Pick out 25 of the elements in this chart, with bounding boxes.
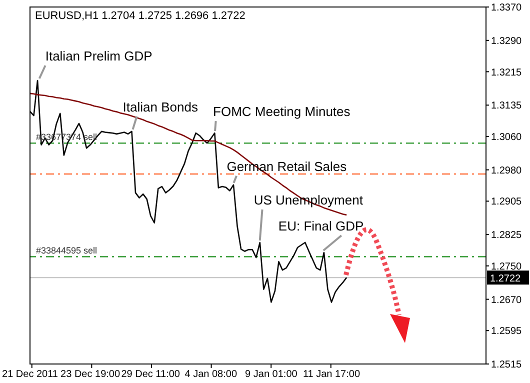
x-tick-label: 11 Jan 17:00 — [302, 369, 360, 380]
y-tick-label: 1.2980 — [491, 165, 522, 176]
x-tick-label: 23 Dec 19:00 — [60, 369, 120, 380]
y-tick-label: 1.2670 — [491, 294, 522, 306]
y-tick-label: 1.2905 — [491, 196, 522, 208]
chart-title: EURUSD,H1 1.2704 1.2725 1.2696 1.2722 — [35, 10, 246, 22]
y-tick-label: 1.2825 — [491, 230, 522, 242]
x-tick-label: 21 Dec 2011 — [2, 369, 58, 380]
x-tick-label: 29 Dec 11:00 — [121, 369, 180, 380]
y-tick-label: 1.3135 — [491, 100, 522, 112]
y-tick-label: 1.3290 — [491, 36, 522, 47]
x-tick-label: 4 Jan 08:00 — [184, 369, 238, 380]
ref-line-label: 1.2722 — [490, 274, 522, 285]
ref-line-label: #33844595 sell — [36, 246, 98, 256]
y-tick-label: 1.3215 — [491, 67, 522, 78]
y-tick-label: 1.2595 — [491, 326, 522, 338]
annotation: FOMC Meeting Minutes — [213, 104, 351, 120]
y-tick-label: 1.3370 — [491, 2, 522, 14]
y-tick-label: 1.3060 — [491, 132, 522, 143]
x-tick-label: 9 Jan 01:00 — [245, 369, 298, 380]
annotation: Italian Bonds — [122, 99, 198, 114]
y-tick-label: 1.2750 — [491, 261, 522, 272]
annotation: EU: Final GDP — [278, 218, 364, 234]
y-tick-label: 1.2515 — [491, 360, 522, 371]
annotation: Italian Prelim GDP — [45, 48, 152, 64]
